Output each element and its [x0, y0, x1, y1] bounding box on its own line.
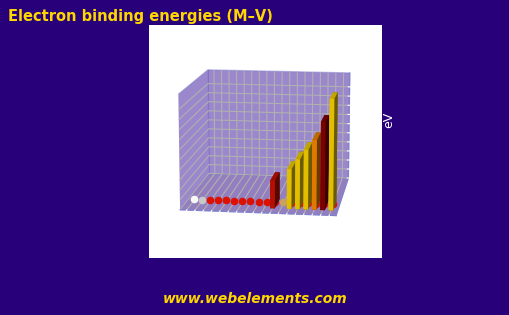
- Text: www.webelements.com: www.webelements.com: [162, 292, 347, 306]
- Text: Electron binding energies (M–V): Electron binding energies (M–V): [8, 9, 272, 25]
